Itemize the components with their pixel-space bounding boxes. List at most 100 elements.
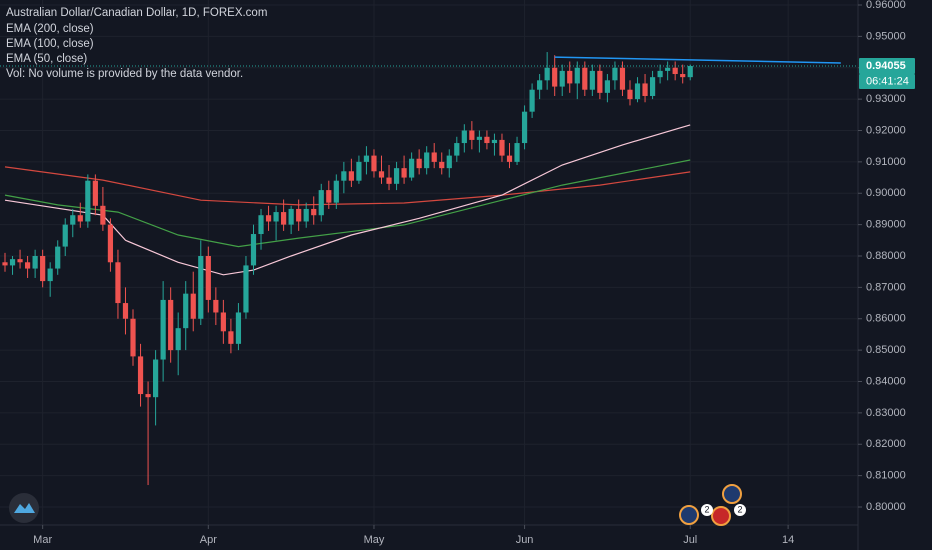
candle-body [288, 208, 294, 225]
candle-body [537, 80, 543, 90]
candle-body [2, 262, 8, 266]
candle-body [424, 152, 430, 169]
candle-body [160, 299, 166, 360]
candle-body [40, 256, 46, 282]
candle-body [175, 328, 181, 351]
candle-body [311, 208, 317, 216]
candle-body [454, 143, 460, 156]
candle-body [273, 212, 279, 222]
chart-title: Australian Dollar/Canadian Dollar, 1D, F… [6, 7, 267, 19]
candle-body [318, 190, 324, 216]
candle-body [491, 139, 498, 144]
y-tick-label: 0.89000 [866, 219, 906, 231]
last-price-label: 0.94055 [866, 60, 906, 72]
candle-body [589, 70, 595, 90]
candle-body [476, 136, 482, 140]
candle-body [612, 67, 618, 81]
candle-body [183, 293, 189, 329]
candle-body [680, 74, 686, 78]
y-tick-label: 0.84000 [866, 375, 906, 387]
legend-entry: EMA (200, close) [6, 23, 94, 35]
legend-entry: EMA (100, close) [6, 38, 94, 50]
logo-icon [14, 503, 35, 513]
candle-body [461, 130, 467, 144]
candle-body [9, 259, 16, 266]
y-tick-label: 0.82000 [866, 438, 906, 450]
last-price-box [859, 58, 915, 75]
candle-body [597, 70, 603, 93]
event-flag[interactable] [711, 506, 731, 526]
candle-body [265, 215, 272, 222]
candle-body [281, 212, 287, 225]
candle-body [506, 155, 513, 162]
event-count [734, 504, 746, 516]
candle-body [446, 155, 452, 169]
x-tick-label: 14 [782, 534, 794, 546]
y-tick-label: 0.91000 [866, 156, 906, 168]
event-count-label: 2 [704, 504, 709, 514]
candle-body [47, 268, 53, 282]
event-icons[interactable]: 2 2 [679, 484, 746, 526]
x-tick-label: Mar [33, 534, 52, 546]
trendline [554, 56, 841, 64]
x-tick-label: Jun [516, 534, 534, 546]
candle-body [649, 77, 656, 96]
candle-body [687, 66, 693, 78]
candle-body [205, 256, 211, 300]
candle-body [356, 161, 362, 181]
candle-body [122, 303, 129, 319]
x-tick-label: May [364, 534, 385, 546]
candle-body [627, 89, 633, 100]
candle-body [145, 394, 151, 398]
candle-body [107, 224, 114, 263]
candle-body [371, 155, 377, 172]
countdown-label: 06:41:24 [866, 75, 909, 87]
candle-body [499, 139, 505, 156]
candle-body [431, 152, 437, 162]
candle-body [228, 331, 234, 344]
logo[interactable] [9, 493, 39, 523]
candle-body [250, 234, 257, 266]
candle-body [333, 180, 339, 203]
candle-body [604, 80, 610, 93]
candle-body [552, 67, 558, 87]
candle-body [634, 83, 641, 100]
candle-body [514, 143, 520, 162]
candle-body [100, 205, 106, 225]
y-tick-label: 0.93000 [866, 93, 906, 105]
candle-body [198, 256, 204, 319]
plot-area [0, 52, 858, 486]
candle-body [220, 312, 226, 332]
y-tick-label: 0.80000 [866, 501, 906, 513]
x-tick-label: Jul [683, 534, 697, 546]
ema-line [4, 124, 691, 276]
candle-body [378, 171, 385, 178]
candle-body [77, 215, 83, 222]
candle-body [521, 111, 528, 144]
y-tick-label: 0.81000 [866, 470, 906, 482]
candle-body [665, 67, 671, 71]
x-tick-label: Apr [200, 534, 217, 546]
y-tick-label: 0.88000 [866, 250, 906, 262]
event-flag[interactable] [722, 484, 742, 504]
candle-body [62, 224, 68, 247]
candle-body [137, 356, 144, 395]
candle-body [393, 168, 400, 184]
candle-body [303, 208, 309, 222]
candle-body [582, 67, 588, 90]
y-tick-label: 0.85000 [866, 344, 906, 356]
y-tick-label: 0.92000 [866, 124, 906, 136]
candle-body [32, 256, 38, 269]
axes: 0.960000.950000.940000.930000.920000.910… [33, 0, 915, 546]
legend-entry: EMA (50, close) [6, 53, 87, 65]
candle-body [190, 293, 196, 319]
candle-body [439, 161, 445, 169]
candle-body [416, 158, 422, 169]
candle-body [672, 67, 678, 75]
candle-body [341, 171, 347, 181]
event-flag[interactable] [679, 505, 699, 525]
candle-body [574, 67, 580, 84]
candle-body [24, 262, 31, 269]
